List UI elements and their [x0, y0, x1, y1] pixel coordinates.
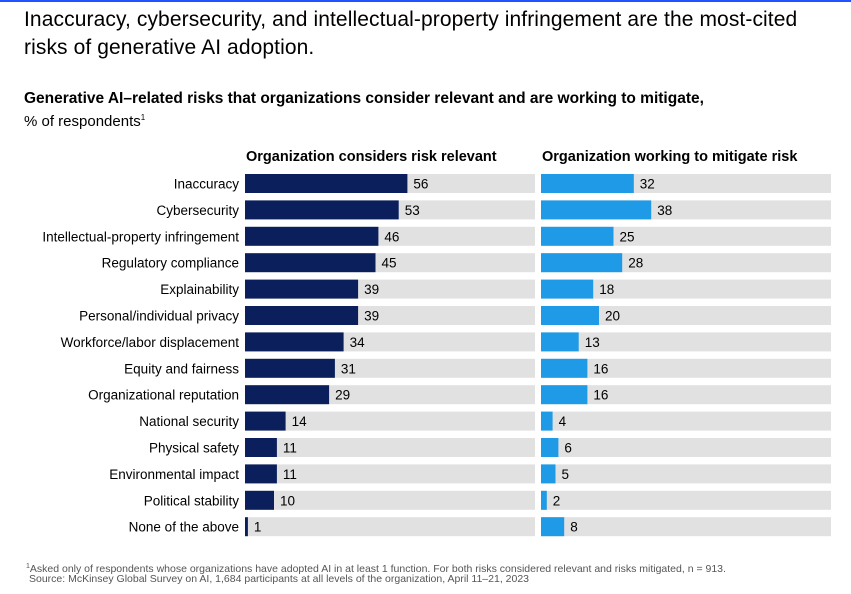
bar-track-mitigate — [541, 332, 831, 352]
value-label-mitigate-workforce-labor-displacement: 13 — [585, 335, 600, 350]
bar-mitigate-regulatory-compliance — [541, 253, 623, 273]
value-label-relevant-inaccuracy: 56 — [413, 177, 428, 192]
value-label-relevant-personal-individual-privacy: 39 — [364, 309, 379, 324]
category-label-environmental-impact: Environmental impact — [109, 467, 239, 482]
bar-relevant-physical-safety — [245, 438, 277, 457]
bar-mitigate-national-security — [541, 411, 553, 431]
bar-relevant-organizational-reputation — [245, 385, 330, 405]
unit-text: % of respondents — [24, 113, 141, 130]
bar-track-relevant — [245, 490, 535, 510]
category-label-physical-safety: Physical safety — [149, 441, 239, 456]
bar-track-mitigate — [541, 517, 831, 537]
bar-relevant-national-security — [245, 411, 286, 431]
chart-subtitle: Generative AI–related risks that organiz… — [24, 90, 704, 107]
bar-mitigate-political-stability — [541, 490, 547, 510]
bar-relevant-inaccuracy — [245, 174, 408, 193]
category-label-national-security: National security — [139, 414, 239, 429]
headline: Inaccuracy, cybersecurity, and intellect… — [24, 8, 798, 59]
bar-mitigate-workforce-labor-displacement — [541, 332, 579, 352]
panel-title-relevant: Organization considers risk relevant — [246, 149, 497, 165]
bar-relevant-equity-and-fairness — [245, 358, 335, 378]
value-label-relevant-political-stability: 10 — [280, 493, 295, 508]
category-label-organizational-reputation: Organizational reputation — [88, 388, 239, 403]
value-label-mitigate-organizational-reputation: 16 — [593, 388, 608, 403]
bar-relevant-environmental-impact — [245, 464, 277, 484]
source-note: Source: McKinsey Global Survey on AI, 1,… — [29, 573, 530, 585]
unit-label: % of respondents1 — [24, 108, 145, 132]
bar-track-mitigate — [541, 464, 831, 484]
footnote-mark: 1 — [140, 113, 146, 122]
bar-track-mitigate — [541, 438, 831, 457]
value-label-mitigate-intellectual-property-infringement: 25 — [620, 229, 635, 244]
value-label-relevant-environmental-impact: 11 — [283, 467, 297, 482]
value-label-mitigate-regulatory-compliance: 28 — [628, 256, 643, 271]
bar-track-mitigate — [541, 411, 831, 431]
value-label-relevant-equity-and-fairness: 31 — [341, 361, 356, 376]
bar-track-relevant — [245, 464, 535, 484]
bar-track-mitigate — [541, 306, 831, 325]
bar-relevant-none-of-the-above — [245, 517, 248, 537]
bar-mitigate-personal-individual-privacy — [541, 306, 599, 325]
footnote: 1Asked only of respondents whose organiz… — [26, 560, 826, 576]
category-label-workforce-labor-displacement: Workforce/labor displacement — [61, 335, 240, 350]
bar-mitigate-equity-and-fairness — [541, 358, 588, 378]
category-label-political-stability: Political stability — [144, 493, 240, 508]
bar-track-mitigate — [541, 385, 831, 405]
value-label-mitigate-national-security: 4 — [559, 414, 567, 429]
value-label-relevant-none-of-the-above: 1 — [254, 520, 262, 535]
bar-relevant-explainability — [245, 279, 359, 299]
value-label-mitigate-cybersecurity: 38 — [657, 203, 672, 218]
value-label-relevant-regulatory-compliance: 45 — [382, 256, 397, 271]
bar-track-relevant — [245, 438, 535, 457]
bar-track-mitigate — [541, 490, 831, 510]
bar-relevant-political-stability — [245, 490, 274, 510]
accent-rule — [0, 0, 851, 2]
value-label-relevant-national-security: 14 — [292, 414, 308, 429]
category-label-explainability: Explainability — [160, 282, 239, 297]
category-label-cybersecurity: Cybersecurity — [156, 203, 239, 218]
bar-mitigate-intellectual-property-infringement — [541, 226, 614, 246]
bar-relevant-workforce-labor-displacement — [245, 332, 344, 352]
value-label-mitigate-equity-and-fairness: 16 — [593, 361, 608, 376]
value-label-relevant-intellectual-property-infringement: 46 — [384, 229, 399, 244]
panel-title-mitigate: Organization working to mitigate risk — [542, 149, 798, 165]
bar-track-relevant — [245, 411, 535, 431]
value-label-relevant-workforce-labor-displacement: 34 — [350, 335, 366, 350]
bar-mitigate-none-of-the-above — [541, 517, 565, 537]
bar-track-relevant — [245, 517, 535, 537]
bar-mitigate-physical-safety — [541, 438, 559, 457]
value-label-mitigate-none-of-the-above: 8 — [570, 520, 578, 535]
value-label-mitigate-political-stability: 2 — [553, 493, 561, 508]
value-label-relevant-physical-safety: 11 — [283, 441, 297, 456]
bar-track-mitigate — [541, 358, 831, 378]
value-label-mitigate-explainability: 18 — [599, 282, 614, 297]
category-label-personal-individual-privacy: Personal/individual privacy — [79, 309, 239, 324]
value-label-relevant-explainability: 39 — [364, 282, 379, 297]
bar-mitigate-cybersecurity — [541, 200, 652, 220]
bar-relevant-personal-individual-privacy — [245, 306, 359, 325]
category-label-regulatory-compliance: Regulatory compliance — [102, 256, 239, 271]
category-label-intellectual-property-infringement: Intellectual-property infringement — [42, 229, 239, 244]
value-label-mitigate-physical-safety: 6 — [564, 441, 572, 456]
bar-relevant-regulatory-compliance — [245, 253, 376, 273]
value-label-mitigate-environmental-impact: 5 — [562, 467, 570, 482]
category-label-none-of-the-above: None of the above — [129, 520, 239, 535]
bar-relevant-cybersecurity — [245, 200, 399, 220]
value-label-relevant-organizational-reputation: 29 — [335, 388, 350, 403]
bar-mitigate-inaccuracy — [541, 174, 634, 193]
footnote-text: Asked only of respondents whose organiza… — [29, 563, 726, 575]
category-label-equity-and-fairness: Equity and fairness — [124, 361, 239, 376]
bar-mitigate-explainability — [541, 279, 594, 299]
footnote-mark-ref: 1 — [26, 563, 30, 570]
bar-mitigate-organizational-reputation — [541, 385, 588, 405]
bar-track-mitigate — [541, 279, 831, 299]
category-label-inaccuracy: Inaccuracy — [174, 177, 240, 192]
bar-chart: Organization considers risk relevant Orga… — [42, 149, 831, 537]
value-label-mitigate-personal-individual-privacy: 20 — [605, 309, 620, 324]
bar-mitigate-environmental-impact — [541, 464, 556, 484]
value-label-mitigate-inaccuracy: 32 — [640, 177, 655, 192]
value-label-relevant-cybersecurity: 53 — [405, 203, 420, 218]
bar-relevant-intellectual-property-infringement — [245, 226, 379, 246]
